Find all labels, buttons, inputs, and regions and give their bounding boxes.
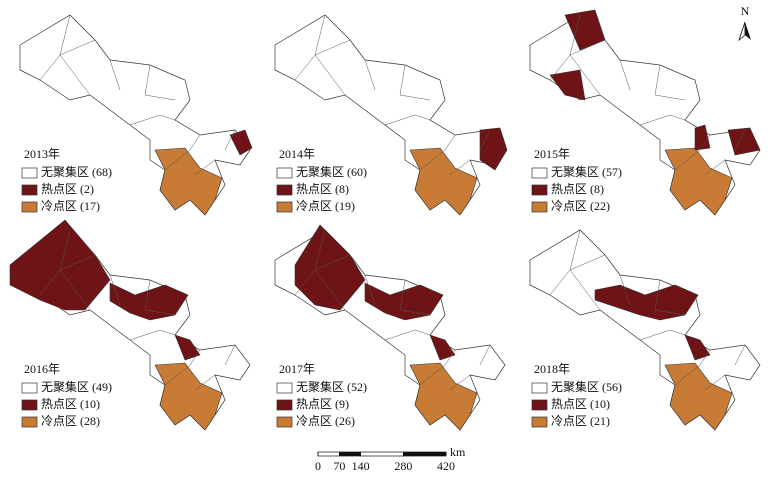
north-arrow-half (745, 22, 751, 40)
legend-swatch (21, 167, 38, 179)
legend-label: 热点区 (9) (296, 397, 349, 411)
scale-bar-segment (338, 451, 362, 457)
legend-swatch (531, 399, 548, 411)
legend-swatch (21, 201, 38, 213)
county-borders (294, 14, 491, 176)
county-borders (549, 14, 746, 176)
legend-label: 热点区 (10) (551, 397, 610, 411)
scale-bar-label: 70 (333, 459, 345, 473)
scale-bar-label: 0 (315, 459, 321, 473)
legend-label: 冷点区 (21) (551, 414, 610, 428)
scale-bar-label: 280 (394, 459, 412, 473)
legend-label: 冷点区 (19) (296, 199, 355, 213)
panel-year: 2014年 (279, 147, 315, 161)
scale-bar-segment (360, 451, 404, 457)
hot-spot-area (549, 69, 586, 101)
hot-spot-area (694, 124, 711, 151)
legend-label: 热点区 (10) (41, 397, 100, 411)
hot-spot-area (429, 334, 456, 361)
hot-spot-area (9, 219, 111, 311)
hot-spot-area (479, 127, 508, 171)
legend-swatch (531, 382, 548, 394)
legend-swatch (531, 167, 548, 179)
county-borders (39, 229, 236, 391)
hot-spot-area (229, 129, 253, 156)
panel-year: 2016年 (24, 362, 60, 376)
legend-label: 热点区 (2) (41, 182, 94, 196)
legend-label: 无聚集区 (57) (551, 164, 622, 179)
legend-label: 无聚集区 (68) (41, 164, 112, 179)
scale-bar-segment (317, 451, 340, 457)
legend-swatch (276, 184, 293, 196)
legend-label: 无聚集区 (60) (296, 164, 367, 179)
legend-swatch (531, 201, 548, 213)
legend-label: 热点区 (8) (296, 182, 349, 196)
north-arrow-half (738, 21, 746, 42)
panel-year: 2018年 (534, 362, 570, 376)
legend-label: 冷点区 (17) (41, 199, 100, 213)
legend-label: 无聚集区 (49) (41, 379, 112, 394)
scale-bar-label: 140 (352, 459, 370, 473)
legend-label: 热点区 (8) (551, 182, 604, 196)
hot-spot-area (684, 334, 711, 361)
scale-bar-label: 420 (437, 459, 455, 473)
legend-swatch (531, 416, 548, 428)
legend-swatch (21, 184, 38, 196)
panel-year: 2017年 (279, 362, 315, 376)
legend-swatch (531, 184, 548, 196)
north-label: N (741, 4, 750, 18)
legend-label: 冷点区 (22) (551, 199, 610, 213)
panel-year: 2013年 (24, 147, 60, 161)
north-arrow: N (738, 4, 751, 42)
legend-label: 冷点区 (28) (41, 414, 100, 428)
legend-swatch (276, 399, 293, 411)
scale-bar-segment (402, 451, 447, 457)
legend-swatch (21, 399, 38, 411)
legend-label: 冷点区 (26) (296, 414, 355, 428)
county-borders (39, 14, 236, 176)
hot-spot-area (594, 284, 699, 321)
legend-swatch (276, 167, 293, 179)
legend-swatch (276, 416, 293, 428)
panel-year: 2015年 (534, 147, 570, 161)
county-borders (294, 229, 491, 391)
legend-swatch (21, 382, 38, 394)
legend-label: 无聚集区 (56) (551, 379, 622, 394)
legend-swatch (21, 416, 38, 428)
county-borders (549, 229, 746, 391)
legend-swatch (276, 382, 293, 394)
legend-label: 无聚集区 (52) (296, 379, 367, 394)
hot-spot-area (174, 334, 201, 361)
scale-bar-unit: km (450, 445, 466, 459)
legend-swatch (276, 201, 293, 213)
